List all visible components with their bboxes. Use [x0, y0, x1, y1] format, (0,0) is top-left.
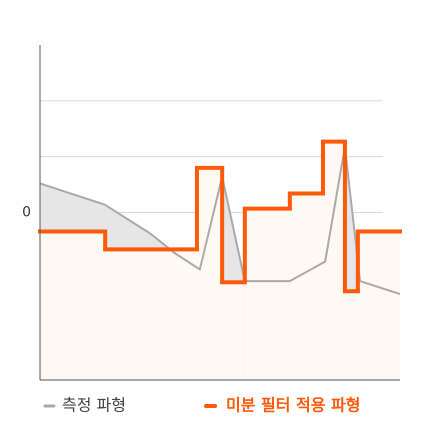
- y-tick-label: 0: [22, 205, 31, 221]
- filtered-area: [344, 291, 358, 380]
- filtered-area: [222, 282, 245, 380]
- filtered-area: [244, 208, 290, 380]
- filtered-area: [105, 249, 197, 380]
- filtered-area: [196, 167, 223, 380]
- filtered-area: [357, 231, 400, 380]
- legend-label: 측정 파형: [62, 396, 126, 415]
- filtered-area: [40, 231, 106, 380]
- measured-line: [39, 146, 401, 295]
- legend-label: 미분 필터 적용 파형: [226, 396, 360, 415]
- filtered-area: [322, 141, 345, 380]
- filtered-area: [289, 193, 323, 380]
